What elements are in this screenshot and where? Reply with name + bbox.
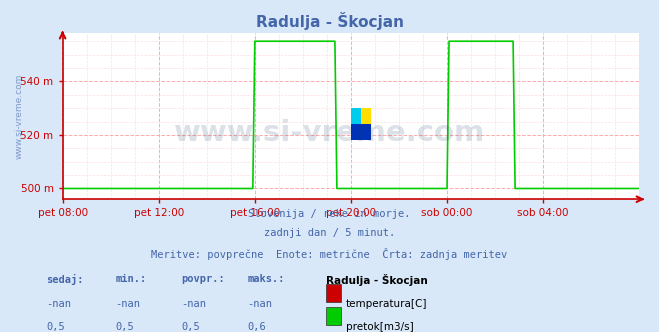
Text: min.:: min.: xyxy=(115,274,146,284)
Text: 0,5: 0,5 xyxy=(115,322,134,332)
Text: 0,6: 0,6 xyxy=(247,322,266,332)
Text: maks.:: maks.: xyxy=(247,274,285,284)
Text: Radulja - Škocjan: Radulja - Škocjan xyxy=(256,12,403,30)
Bar xyxy=(361,124,371,140)
Bar xyxy=(351,108,361,124)
Text: Slovenija / reke in morje.: Slovenija / reke in morje. xyxy=(248,209,411,219)
Text: 0,5: 0,5 xyxy=(46,322,65,332)
Text: -nan: -nan xyxy=(181,299,206,309)
Text: 0,5: 0,5 xyxy=(181,322,200,332)
Text: Meritve: povprečne  Enote: metrične  Črta: zadnja meritev: Meritve: povprečne Enote: metrične Črta:… xyxy=(152,248,507,260)
Text: Radulja - Škocjan: Radulja - Škocjan xyxy=(326,274,428,286)
Text: pretok[m3/s]: pretok[m3/s] xyxy=(346,322,414,332)
Text: povpr.:: povpr.: xyxy=(181,274,225,284)
Text: sedaj:: sedaj: xyxy=(46,274,84,285)
Bar xyxy=(351,124,361,140)
Text: -nan: -nan xyxy=(46,299,71,309)
Bar xyxy=(361,108,371,124)
Text: -nan: -nan xyxy=(115,299,140,309)
Text: www.si-vreme.com: www.si-vreme.com xyxy=(15,73,24,159)
Text: www.si-vreme.com: www.si-vreme.com xyxy=(174,119,485,147)
Text: -nan: -nan xyxy=(247,299,272,309)
Text: zadnji dan / 5 minut.: zadnji dan / 5 minut. xyxy=(264,228,395,238)
Text: temperatura[C]: temperatura[C] xyxy=(346,299,428,309)
